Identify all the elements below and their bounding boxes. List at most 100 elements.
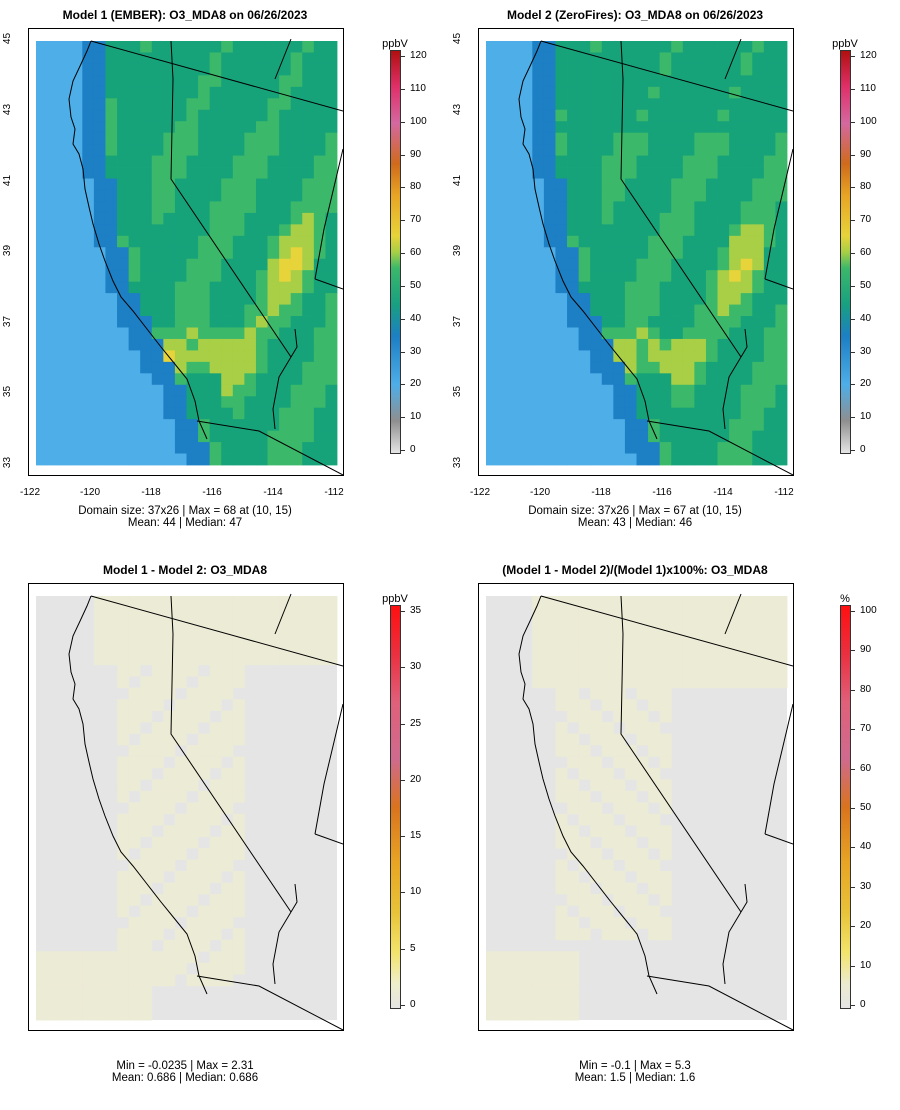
grid-cell — [279, 132, 292, 145]
grid-cell — [775, 442, 788, 454]
grid-cell — [532, 396, 545, 409]
colorbar-tick: 100 — [410, 115, 427, 127]
grid-cell — [520, 247, 533, 260]
grid-cell — [740, 86, 753, 99]
grid-cell — [740, 664, 753, 677]
grid-cell — [290, 132, 303, 145]
grid-cell — [290, 442, 303, 454]
grid-cell — [763, 52, 776, 65]
grid-cell — [752, 52, 765, 65]
y-tick: 37 — [2, 315, 14, 328]
grid-cell — [613, 373, 626, 386]
grid-cell — [543, 52, 556, 65]
grid-cell — [325, 235, 338, 248]
grid-cell — [221, 132, 234, 145]
grid-cell — [659, 373, 672, 386]
grid-cell — [221, 859, 234, 872]
grid-cell — [567, 733, 580, 746]
grid-cell — [209, 132, 222, 145]
boundary-line — [620, 595, 742, 913]
grid-cell — [232, 75, 245, 88]
grid-cell — [543, 316, 556, 328]
grid-cell — [209, 41, 222, 53]
grid-cell — [47, 132, 60, 145]
grid-cell — [624, 384, 637, 397]
grid-cell — [682, 419, 695, 432]
grid-cell — [659, 836, 672, 849]
grid-cell — [740, 98, 753, 111]
grid-cell — [717, 121, 730, 134]
map-plot-model2 — [478, 28, 794, 476]
grid-cell — [174, 790, 187, 803]
grid-cell — [47, 281, 60, 294]
grid-cell — [221, 825, 234, 838]
grid-cell — [82, 384, 95, 397]
grid-cell — [36, 985, 48, 998]
grid-cell — [763, 596, 776, 608]
grid-cell — [59, 419, 72, 432]
grid-cell — [763, 407, 776, 420]
grid-cell — [613, 407, 626, 420]
grid-cell — [590, 327, 603, 340]
grid-cell — [671, 41, 684, 53]
grid-cell — [648, 338, 661, 351]
grid-cell — [163, 893, 176, 906]
grid-cell — [174, 962, 187, 975]
grid-cell — [543, 63, 556, 76]
grid-cell — [694, 201, 707, 214]
grid-cell — [775, 618, 788, 631]
grid-cell — [140, 630, 153, 643]
grid-cell — [117, 281, 130, 294]
grid-cell — [729, 350, 742, 363]
grid-cell — [163, 293, 176, 305]
grid-cell — [244, 235, 257, 248]
grid-cell — [93, 121, 106, 134]
grid-cell — [93, 985, 106, 998]
y-tick: 35 — [2, 385, 14, 398]
grid-cell — [290, 384, 303, 397]
grid-cell — [543, 189, 556, 202]
grid-cell — [151, 258, 164, 271]
grid-cell — [717, 361, 730, 374]
grid-cell — [232, 825, 245, 838]
grid-cell — [174, 41, 187, 53]
grid-cell — [601, 258, 614, 271]
grid-cell — [302, 258, 315, 271]
grid-cell — [567, 790, 580, 803]
grid-cell — [186, 52, 199, 65]
grid-cell — [659, 653, 672, 666]
grid-cell — [705, 155, 718, 168]
grid-cell — [59, 224, 72, 237]
grid-cell — [613, 442, 626, 454]
grid-cell — [128, 155, 141, 168]
grid-cell — [659, 189, 672, 202]
grid-cell — [740, 52, 753, 65]
grid-cell — [198, 384, 211, 397]
grid-cell — [267, 281, 280, 294]
grid-cell — [590, 167, 603, 179]
grid-cell — [567, 224, 580, 237]
grid-cell — [601, 607, 614, 620]
grid-cell — [128, 951, 141, 964]
grid-cell — [578, 155, 591, 168]
grid-cell — [70, 361, 83, 374]
grid-cell — [590, 121, 603, 134]
grid-cell — [705, 281, 718, 294]
grid-cell — [486, 270, 498, 283]
colorbar-tick: 50 — [860, 802, 872, 813]
grid-cell — [36, 247, 48, 260]
grid-cell — [36, 178, 48, 191]
grid-cell — [694, 178, 707, 191]
grid-cell — [174, 676, 187, 689]
colorbar-tick-mark — [851, 187, 855, 189]
grid-cell — [93, 258, 106, 271]
grid-cell — [636, 155, 649, 168]
grid-cell — [151, 618, 164, 631]
grid-cell — [36, 270, 48, 283]
grid-cell — [36, 304, 48, 317]
grid-cell — [279, 293, 292, 305]
grid-cell — [70, 962, 83, 975]
grid-cell — [729, 109, 742, 122]
grid-cell — [174, 442, 187, 454]
colorbar-tick-mark — [851, 318, 855, 320]
